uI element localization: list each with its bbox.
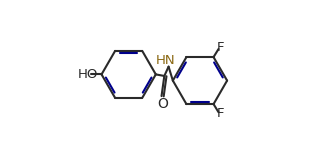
Text: F: F: [217, 107, 224, 120]
Text: HN: HN: [156, 54, 176, 67]
Text: HO: HO: [77, 68, 98, 81]
Text: O: O: [157, 97, 168, 111]
Text: F: F: [217, 41, 224, 54]
